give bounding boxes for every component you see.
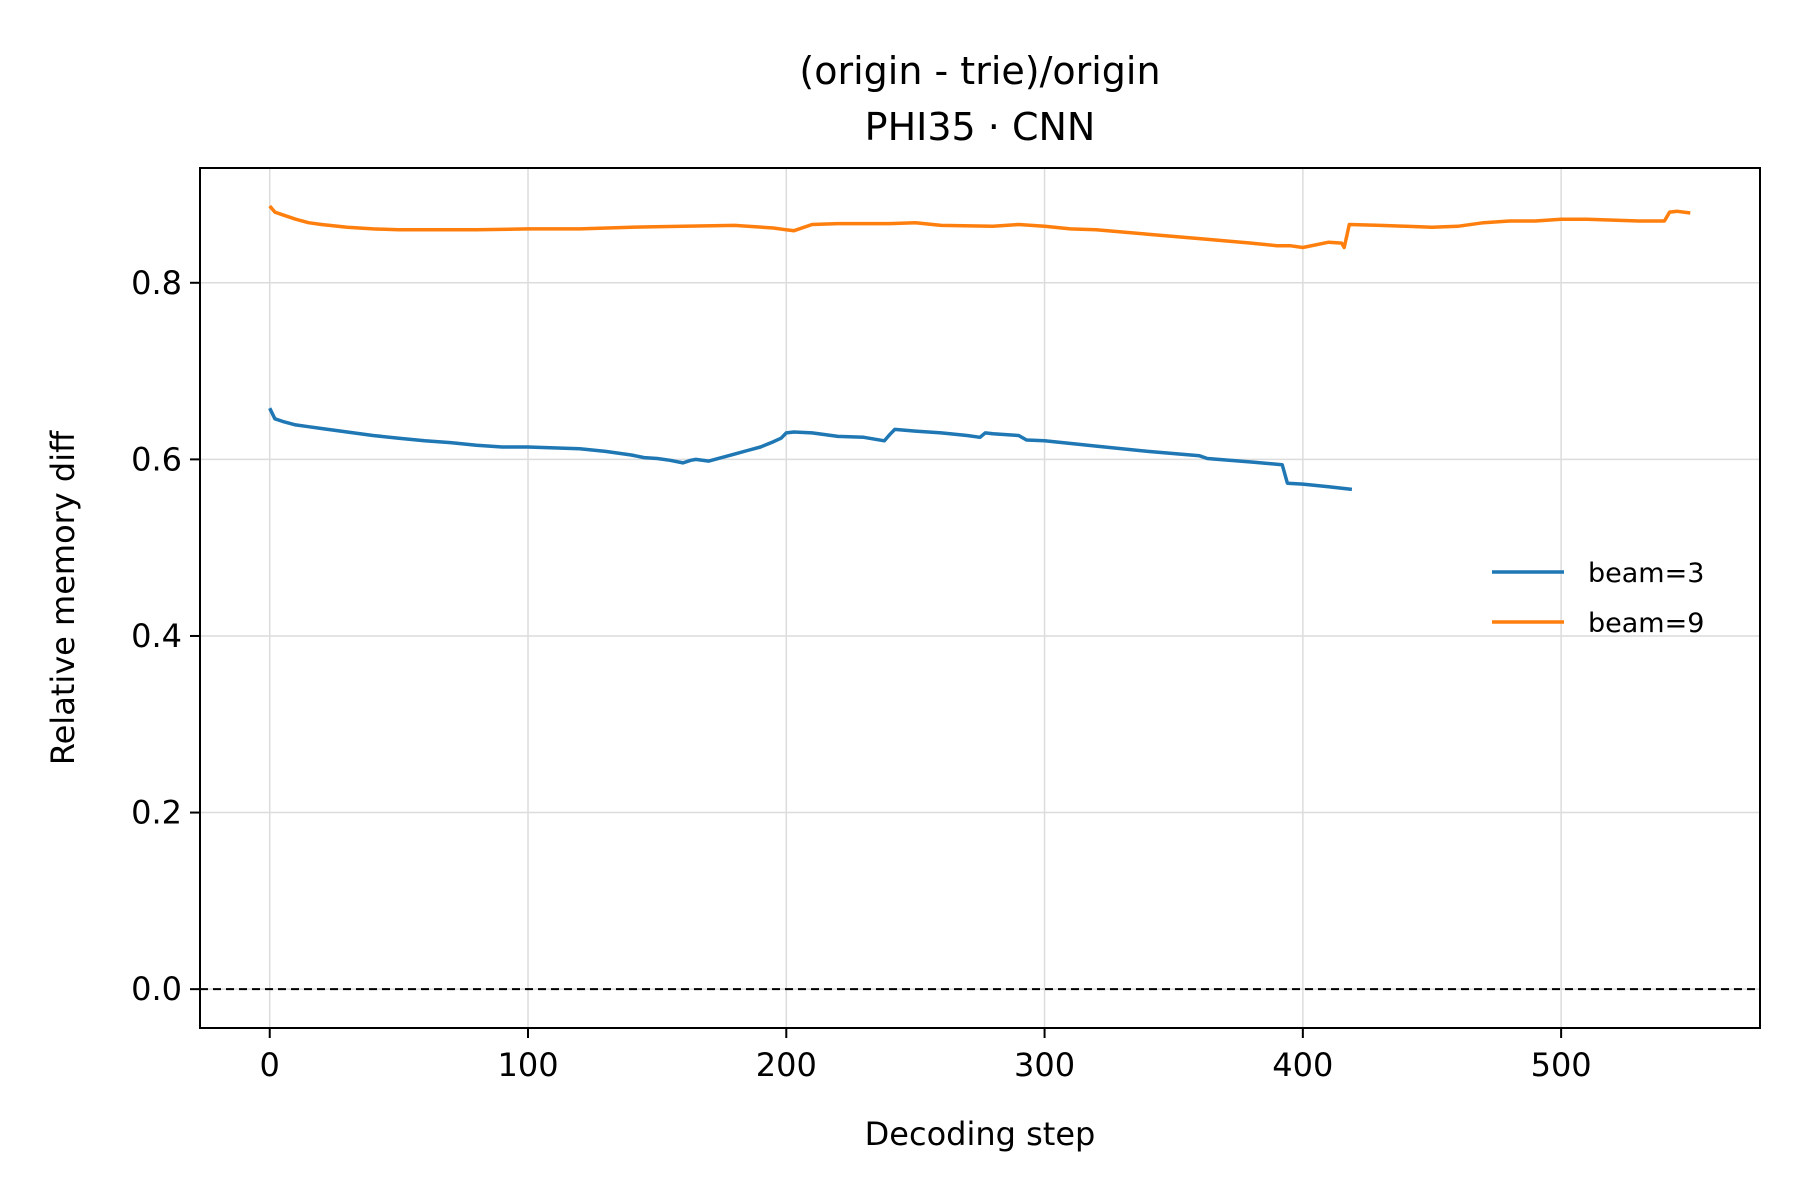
series-lines bbox=[268, 204, 1691, 492]
y-tick-label: 0.2 bbox=[131, 794, 182, 832]
y-tick-label: 0.6 bbox=[131, 440, 182, 478]
x-axis-label: Decoding step bbox=[865, 1115, 1096, 1153]
chart-title: (origin - trie)/origin bbox=[799, 49, 1160, 93]
y-axis-label: Relative memory diff bbox=[44, 430, 82, 765]
x-axis-ticks: 0 100 200 300 400 500 bbox=[260, 1028, 1592, 1084]
y-tick-label: 0.0 bbox=[131, 970, 182, 1008]
x-tick-label: 300 bbox=[1014, 1046, 1075, 1084]
legend-label: beam=3 bbox=[1588, 558, 1704, 589]
grid-lines bbox=[200, 168, 1760, 1028]
x-tick-label: 200 bbox=[756, 1046, 817, 1084]
chart-subtitle: PHI35 · CNN bbox=[865, 105, 1096, 149]
plot-frame bbox=[199, 167, 1761, 1029]
x-tick-label: 500 bbox=[1531, 1046, 1592, 1084]
x-tick-label: 400 bbox=[1272, 1046, 1333, 1084]
legend-label: beam=9 bbox=[1588, 608, 1704, 639]
x-tick-label: 0 bbox=[260, 1046, 280, 1084]
series-line-beam-9 bbox=[268, 204, 1691, 250]
y-tick-label: 0.4 bbox=[131, 617, 182, 655]
y-tick-label: 0.8 bbox=[131, 264, 182, 302]
legend: beam=3 beam=9 bbox=[1492, 558, 1704, 639]
series-line-beam-3 bbox=[268, 407, 1353, 492]
x-tick-label: 100 bbox=[497, 1046, 558, 1084]
y-axis-ticks: 0.0 0.2 0.4 0.6 0.8 bbox=[131, 264, 200, 1008]
